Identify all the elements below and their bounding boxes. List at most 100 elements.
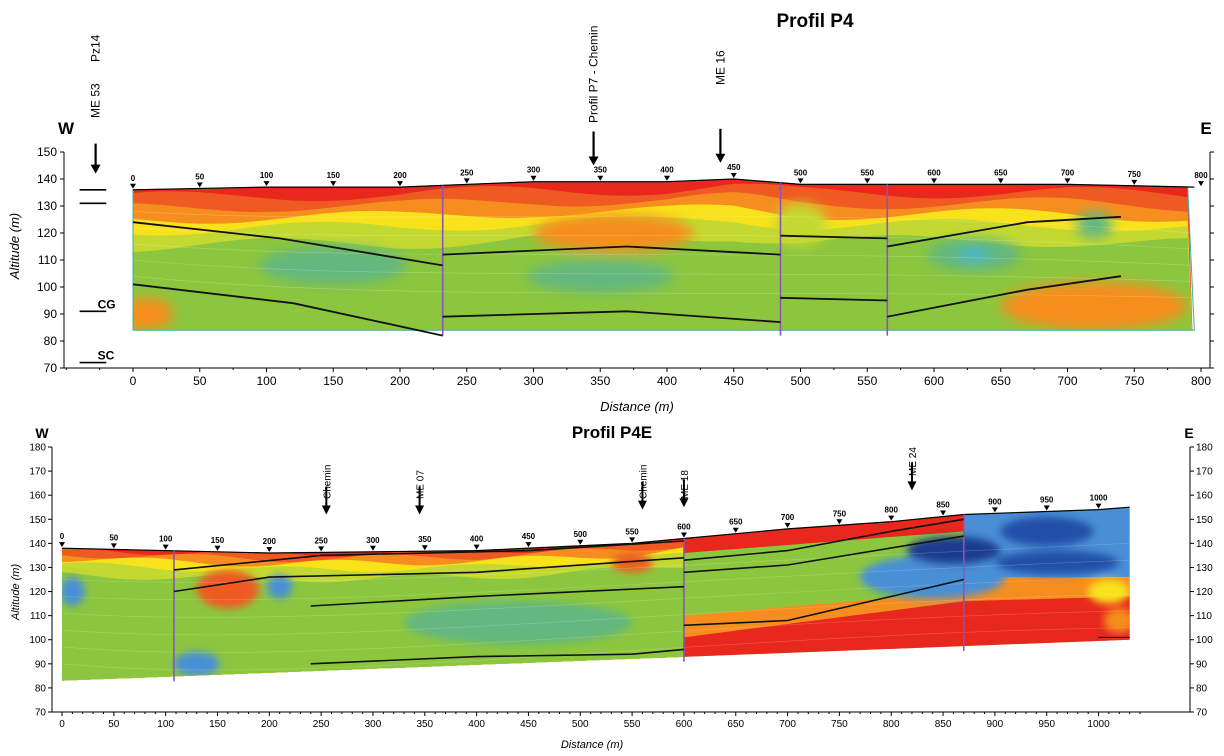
chart-p4-axes: 0 50 100 150 200 250 300 350 400 450 500 550 600 650 7… — [37, 145, 1214, 388]
chart-p4-x-tick-label: 600 — [924, 374, 944, 388]
chart-p4e-electrode-label: 400 — [470, 535, 484, 544]
chart-p4e-y-tick-label: 90 — [35, 659, 47, 670]
chart-p4-well-level-label: CG — [98, 297, 116, 311]
chart-p4e-electrode-label: 150 — [211, 536, 225, 545]
chart-p4-x-tick-label: 0 — [130, 374, 137, 388]
chart-p4e-electrode-marker — [784, 522, 791, 528]
chart-p4e-electrode-label: 500 — [574, 530, 588, 539]
chart-p4-x-tick-label: 350 — [590, 374, 610, 388]
chart-p4e-interface-line — [173, 540, 684, 571]
chart-p4e-x-tick-label: 50 — [108, 719, 120, 730]
chart-p4-x-tick-label: 400 — [657, 374, 677, 388]
chart-p4e-interface-line — [173, 557, 684, 593]
chart-p4-electrode-label: 700 — [1061, 168, 1075, 177]
chart-p4e-electrode-marker — [162, 544, 169, 550]
chart-p4e-anomalies — [62, 516, 1130, 676]
chart-p4-y-axis-label: Altitude (m) — [7, 213, 22, 280]
chart-p4-electrode-marker — [1064, 178, 1071, 184]
chart-p4e-electrode-label: 1000 — [1090, 494, 1108, 503]
chart-p4e-y-tick-label: 120 — [29, 587, 46, 598]
chart-p4e-y-tick-label: 80 — [35, 683, 47, 694]
chart-p4e-electrode-marker — [680, 532, 687, 538]
chart-p4e-annotation-arrowhead — [679, 498, 689, 508]
chart-p4e-y-tick-label-right: 90 — [1196, 659, 1208, 670]
chart-p4e-interface-line — [310, 585, 684, 607]
chart-p4e-anomaly — [62, 577, 85, 607]
chart-p4e-anomaly — [1000, 516, 1094, 546]
chart-p4-annotation-arrowhead — [715, 153, 726, 163]
chart-p4e-electrode-marker — [1095, 503, 1102, 509]
chart-p4e-interface-line — [683, 535, 964, 574]
chart-p4-anomaly — [533, 214, 694, 252]
chart-p4e-annotation-arrowhead — [321, 505, 331, 515]
chart-p4e-west-label: W — [35, 425, 49, 441]
chart-p4-y-tick-label: 140 — [37, 172, 57, 186]
chart-p4-electrode-label: 150 — [327, 171, 341, 180]
chart-p4e-annotation-label: Chemin — [638, 465, 649, 499]
chart-p4-anomaly — [1000, 281, 1188, 331]
chart-p4e-anomaly — [267, 574, 293, 599]
chart-p4e-contour — [62, 593, 1130, 636]
chart-p4-contour — [133, 259, 1195, 282]
chart-p4e-x-tick-label: 600 — [676, 719, 693, 730]
chart-p4-y-tick-label: 150 — [37, 145, 57, 159]
chart-p4e-overlay: 0 50 100 150 200 250 300 350 400 450 500 550 600 650 7… — [59, 447, 1130, 682]
chart-p4e-electrode-label: 100 — [159, 535, 173, 544]
chart-p4e-y-tick-label: 100 — [29, 635, 46, 646]
chart-p4e-y-tick-label-right: 170 — [1196, 467, 1213, 478]
chart-p4e-deep-zone-edge — [683, 572, 1130, 638]
chart-p4-interface-line — [780, 234, 888, 240]
chart-p4e-x-tick-label: 800 — [883, 719, 900, 730]
chart-p4e-anomaly — [906, 536, 1001, 566]
chart-p4e-x-tick-label: 500 — [572, 719, 589, 730]
chart-p4e: Profil P4E W E 0 50 100 150 200 250 300 350 400 4… — [10, 423, 1213, 751]
chart-p4e-electrode-marker — [214, 545, 221, 551]
chart-p4e-x-tick-label: 0 — [59, 719, 65, 730]
chart-p4e-y-tick-label: 160 — [29, 491, 46, 502]
chart-p4e-anomaly — [1103, 608, 1130, 633]
chart-p4-x-tick-label: 500 — [790, 374, 810, 388]
chart-p4e-electrode-label: 200 — [263, 537, 277, 546]
chart-p4-annotation-arrowhead — [90, 164, 101, 174]
chart-p4-electrode-marker — [263, 181, 270, 187]
chart-p4-electrode-label: 50 — [195, 172, 204, 181]
chart-p4-electrode-marker — [1131, 179, 1138, 185]
chart-p4-x-tick-label: 550 — [857, 374, 877, 388]
chart-p4e-east-label: E — [1184, 425, 1193, 441]
chart-p4-electrode-marker — [864, 178, 871, 184]
chart-p4e-interface-line — [683, 578, 964, 627]
chart-p4-electrode-marker — [597, 175, 604, 181]
chart-p4-electrode-marker — [397, 181, 403, 187]
chart-p4-electrode-marker — [130, 183, 136, 189]
chart-p4e-electrode-label: 650 — [729, 518, 743, 527]
chart-p4-interface-line — [887, 275, 1122, 318]
chart-p4e-x-tick-label: 650 — [727, 719, 744, 730]
chart-p4e-electrode-label: 750 — [833, 509, 847, 518]
chart-p4-x-tick-label: 200 — [390, 374, 410, 388]
chart-p4-electrode-marker — [730, 173, 737, 178]
chart-p4-electrode-label: 750 — [1128, 170, 1142, 179]
chart-p4e-electrode-marker — [525, 542, 532, 548]
chart-p4e-contour — [62, 559, 1130, 601]
chart-p4-resistivity-section — [133, 179, 1195, 331]
chart-p4-title: Profil P4 — [776, 11, 854, 32]
chart-p4e-electrode-label: 900 — [988, 497, 1002, 506]
chart-p4e-anomaly — [173, 651, 220, 676]
chart-p4-interface-line — [887, 215, 1121, 248]
chart-p4-electrode-marker — [196, 182, 203, 188]
chart-p4-anomalies — [133, 203, 1188, 331]
chart-p4-interface-line — [132, 283, 443, 337]
chart-p4-anomaly — [773, 203, 828, 247]
chart-p4e-electrode-marker — [991, 507, 998, 513]
chart-p4-anomaly — [1075, 211, 1113, 239]
chart-p4e-y-tick-label-right: 100 — [1196, 635, 1213, 646]
chart-p4-x-axis-label: Distance (m) — [600, 399, 674, 414]
chart-p4-contour — [133, 211, 1195, 234]
chart-p4e-y-tick-label: 150 — [29, 515, 46, 526]
chart-p4e-electrode-label: 700 — [781, 513, 795, 522]
chart-p4e-electrode-marker — [577, 539, 584, 545]
chart-p4e-x-tick-label: 100 — [157, 719, 174, 730]
chart-p4e-anomaly — [1088, 579, 1130, 604]
chart-p4-electrode-label: 650 — [994, 168, 1008, 177]
chart-p4e-contour — [62, 543, 1130, 583]
